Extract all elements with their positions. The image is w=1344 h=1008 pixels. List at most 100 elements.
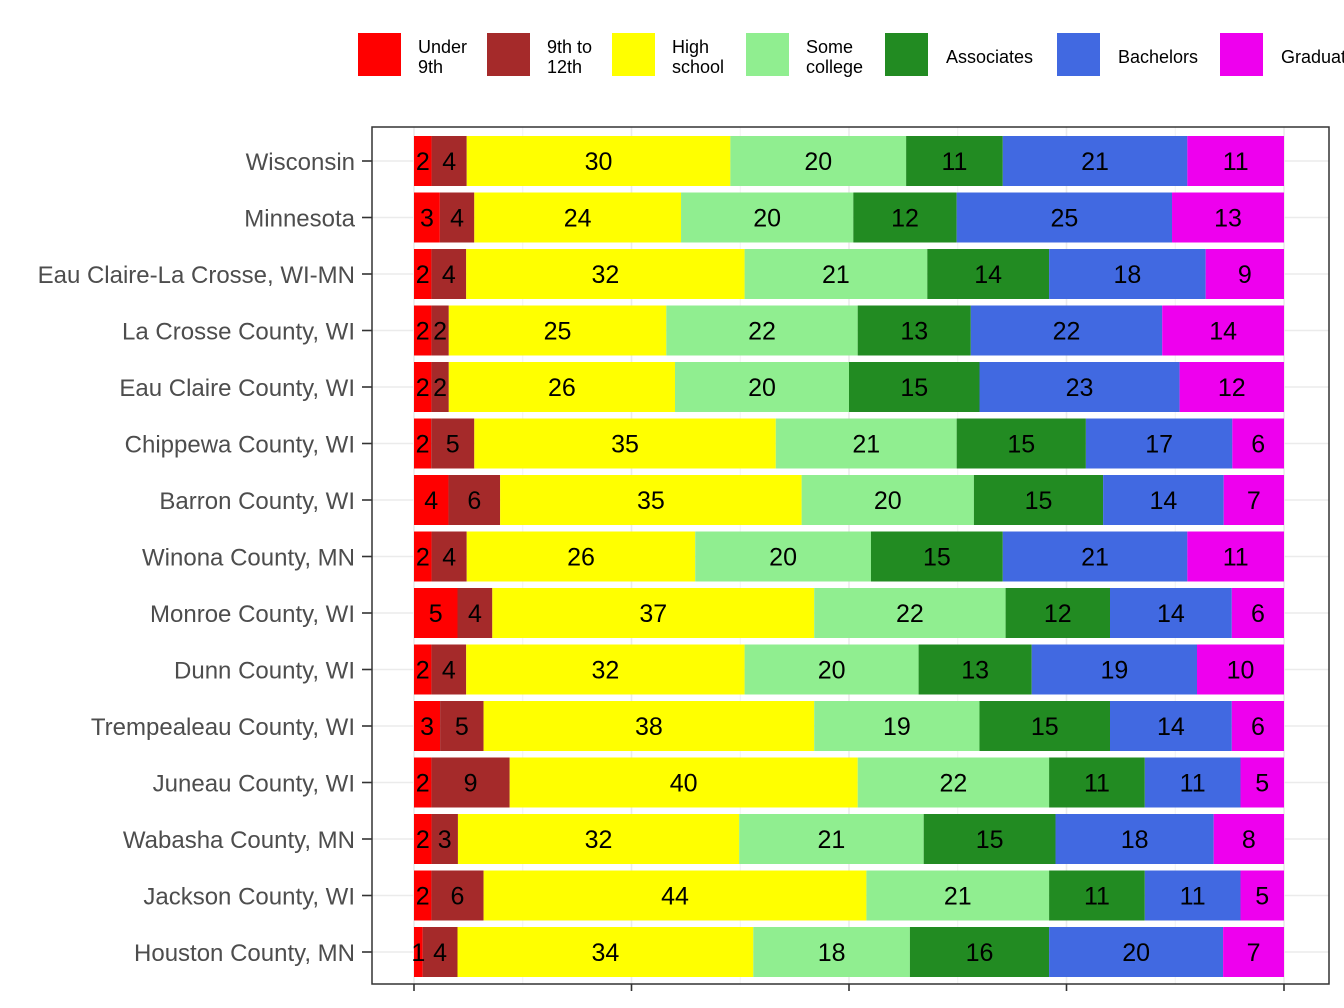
bar-segment-some-college xyxy=(675,362,849,412)
bar-segment-graduate xyxy=(1197,644,1284,695)
value-label: 10 xyxy=(1227,657,1255,685)
bar-segment-some-college xyxy=(744,249,928,299)
bar-segment-associates xyxy=(918,644,1032,695)
bar-segment-high-school xyxy=(448,305,667,356)
bar-segment-some-college xyxy=(695,531,871,582)
bar-segment-high-school xyxy=(492,588,815,638)
bar-segment-associates xyxy=(979,701,1110,751)
bar-segment-bachelors xyxy=(1055,814,1214,864)
bar-segment-high-school xyxy=(483,701,815,751)
value-label: 20 xyxy=(818,657,846,685)
value-label: 20 xyxy=(804,148,832,176)
bar-segment-high-school xyxy=(509,757,858,808)
bars xyxy=(414,136,1284,977)
category-label: Jackson County, WI xyxy=(143,884,355,911)
value-label: 12 xyxy=(891,205,919,233)
value-label: 17 xyxy=(1145,431,1173,459)
bar-segment-9th-to-12th xyxy=(431,249,467,299)
value-label: 26 xyxy=(548,374,576,402)
bar-segment-associates xyxy=(1049,870,1145,921)
bar-segment-graduate xyxy=(1231,588,1284,638)
bar-segment-some-college xyxy=(814,701,980,751)
value-label: 11 xyxy=(1084,770,1110,798)
legend-label-associates: Associates xyxy=(946,47,1033,67)
value-label: 19 xyxy=(1100,657,1128,685)
bar-segment-under-9th xyxy=(414,305,432,356)
bar-segment-some-college xyxy=(666,305,858,356)
bar-segment-9th-to-12th xyxy=(431,531,467,582)
category-label: Juneau County, WI xyxy=(153,771,355,798)
bar-segment-associates xyxy=(1049,757,1145,808)
bar-segment-under-9th xyxy=(414,531,432,582)
category-label: Minnesota xyxy=(244,206,355,233)
value-label: 4 xyxy=(442,261,456,289)
value-label: 6 xyxy=(467,487,481,515)
plot-panel-border xyxy=(371,126,1330,985)
value-label: 11 xyxy=(941,148,967,176)
value-label: 22 xyxy=(1053,318,1081,346)
bar-segment-under-9th xyxy=(414,418,432,469)
bar-segment-under-9th xyxy=(414,644,432,695)
value-label: 14 xyxy=(974,261,1002,289)
bar-segment-graduate xyxy=(1172,192,1284,243)
value-label: 8 xyxy=(1242,826,1256,854)
value-label: 4 xyxy=(468,600,482,628)
bar-segment-bachelors xyxy=(1085,418,1233,469)
value-label: 22 xyxy=(939,770,967,798)
legend-key-bachelors xyxy=(1057,33,1100,76)
bar-segment-some-college xyxy=(857,757,1050,808)
value-label: 19 xyxy=(883,713,911,741)
value-label: 6 xyxy=(1251,600,1265,628)
bar-segment-associates xyxy=(909,927,1050,977)
value-label: 1 xyxy=(411,939,425,967)
value-label: 18 xyxy=(1121,826,1149,854)
bar-segment-under-9th xyxy=(414,870,432,921)
value-label: 2 xyxy=(416,318,430,346)
bar-segment-some-college xyxy=(739,814,924,864)
bar-segment-graduate xyxy=(1231,701,1284,751)
bar-segment-graduate xyxy=(1232,418,1284,469)
bar-segment-under-9th xyxy=(414,588,458,638)
value-label: 21 xyxy=(822,261,850,289)
value-label: 2 xyxy=(416,261,430,289)
value-label: 34 xyxy=(591,939,619,967)
value-label: 25 xyxy=(544,318,572,346)
value-label: 13 xyxy=(900,318,928,346)
bar-segment-9th-to-12th xyxy=(431,757,510,808)
bar-segment-bachelors xyxy=(1103,475,1224,525)
value-label: 5 xyxy=(446,431,460,459)
value-label: 9 xyxy=(464,770,478,798)
value-label: 13 xyxy=(961,657,989,685)
bar-segment-associates xyxy=(849,362,980,412)
bar-segment-high-school xyxy=(466,531,696,582)
bar-segment-bachelors xyxy=(979,362,1180,412)
bar-segment-high-school xyxy=(474,418,776,469)
bar-segment-high-school xyxy=(500,475,802,525)
value-label: 21 xyxy=(1081,148,1109,176)
bar-segment-some-college xyxy=(753,927,910,977)
value-label: 2 xyxy=(416,544,430,572)
bar-segment-associates xyxy=(857,305,971,356)
value-label: 20 xyxy=(1122,939,1150,967)
value-label: 21 xyxy=(818,826,846,854)
bar-segment-9th-to-12th xyxy=(431,136,467,186)
bar-segment-9th-to-12th xyxy=(431,870,484,921)
bar-segment-associates xyxy=(927,249,1050,299)
value-label: 20 xyxy=(753,205,781,233)
value-label: 15 xyxy=(1025,487,1053,515)
value-label: 2 xyxy=(416,826,430,854)
bar-segment-bachelors xyxy=(1110,588,1232,638)
value-label: 7 xyxy=(1247,939,1261,967)
value-label: 37 xyxy=(639,600,667,628)
value-label: 11 xyxy=(1180,770,1206,798)
legend: Under 9th 9th to 12th High school Some college A… xyxy=(358,33,1344,77)
value-label: 21 xyxy=(944,883,972,911)
value-label: 15 xyxy=(1007,431,1035,459)
category-label: Eau Claire-La Crosse, WI-MN xyxy=(38,262,355,289)
bar-segment-graduate xyxy=(1240,870,1284,921)
y-axis: Wisconsin Minnesota Eau Claire-La Crosse, … xyxy=(38,149,1285,991)
bar-segment-graduate xyxy=(1179,362,1284,412)
bar-segment-under-9th xyxy=(414,814,432,864)
value-label: 4 xyxy=(442,148,456,176)
value-label: 25 xyxy=(1050,205,1078,233)
